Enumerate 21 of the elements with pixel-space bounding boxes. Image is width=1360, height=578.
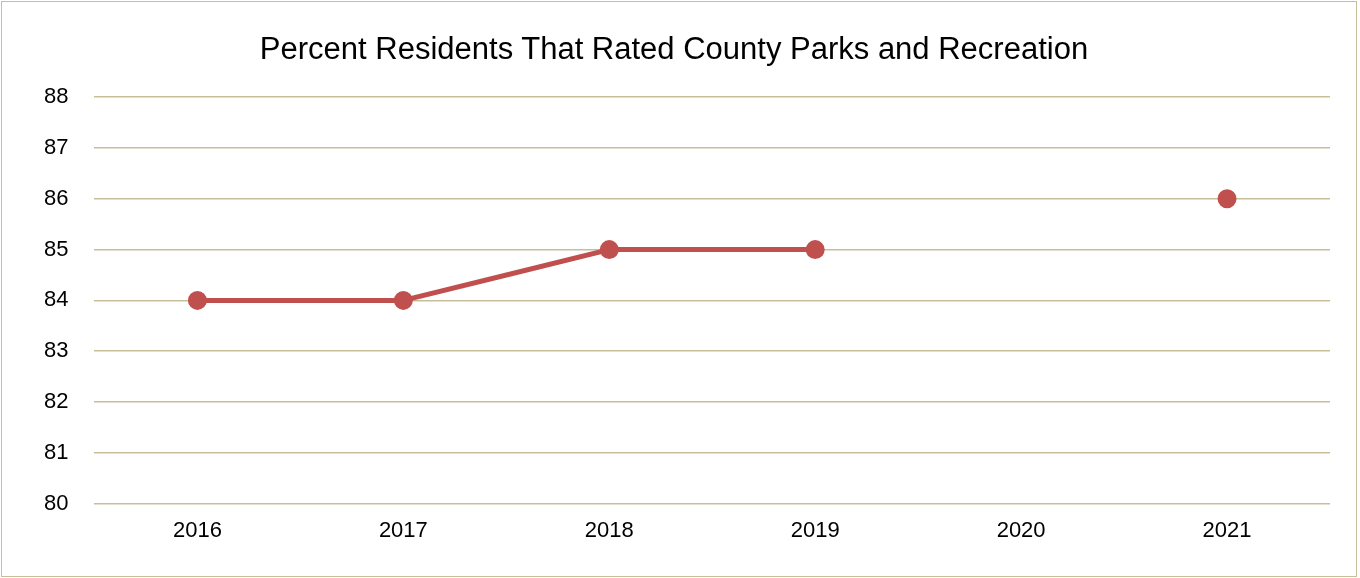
chart-title: Percent Residents That Rated County Parks and Recreation: [259, 31, 1089, 67]
y-tick-label: 86: [43, 184, 69, 210]
point: [599, 240, 619, 260]
point: [805, 240, 825, 260]
y-tick-label: 81: [43, 438, 69, 464]
x-tick-label: 2021: [1202, 516, 1252, 542]
y-tick-label: 80: [43, 489, 69, 515]
y-tick-label: 83: [43, 337, 69, 363]
y-tick-label: 87: [43, 134, 69, 160]
x-tick-label: 2020: [996, 516, 1046, 542]
x-tick-label: 2018: [584, 516, 634, 542]
point: [393, 290, 413, 310]
y-tick-label: 82: [43, 388, 69, 414]
y-tick-label: 85: [43, 235, 69, 261]
point: [1217, 189, 1237, 209]
y-tick-label: 84: [43, 286, 69, 312]
x-tick-label: 2017: [378, 516, 428, 542]
point: [187, 290, 207, 310]
x-tick-label: 2016: [172, 516, 222, 542]
x-tick-label: 2019: [790, 516, 840, 542]
y-tick-label: 88: [43, 83, 69, 109]
